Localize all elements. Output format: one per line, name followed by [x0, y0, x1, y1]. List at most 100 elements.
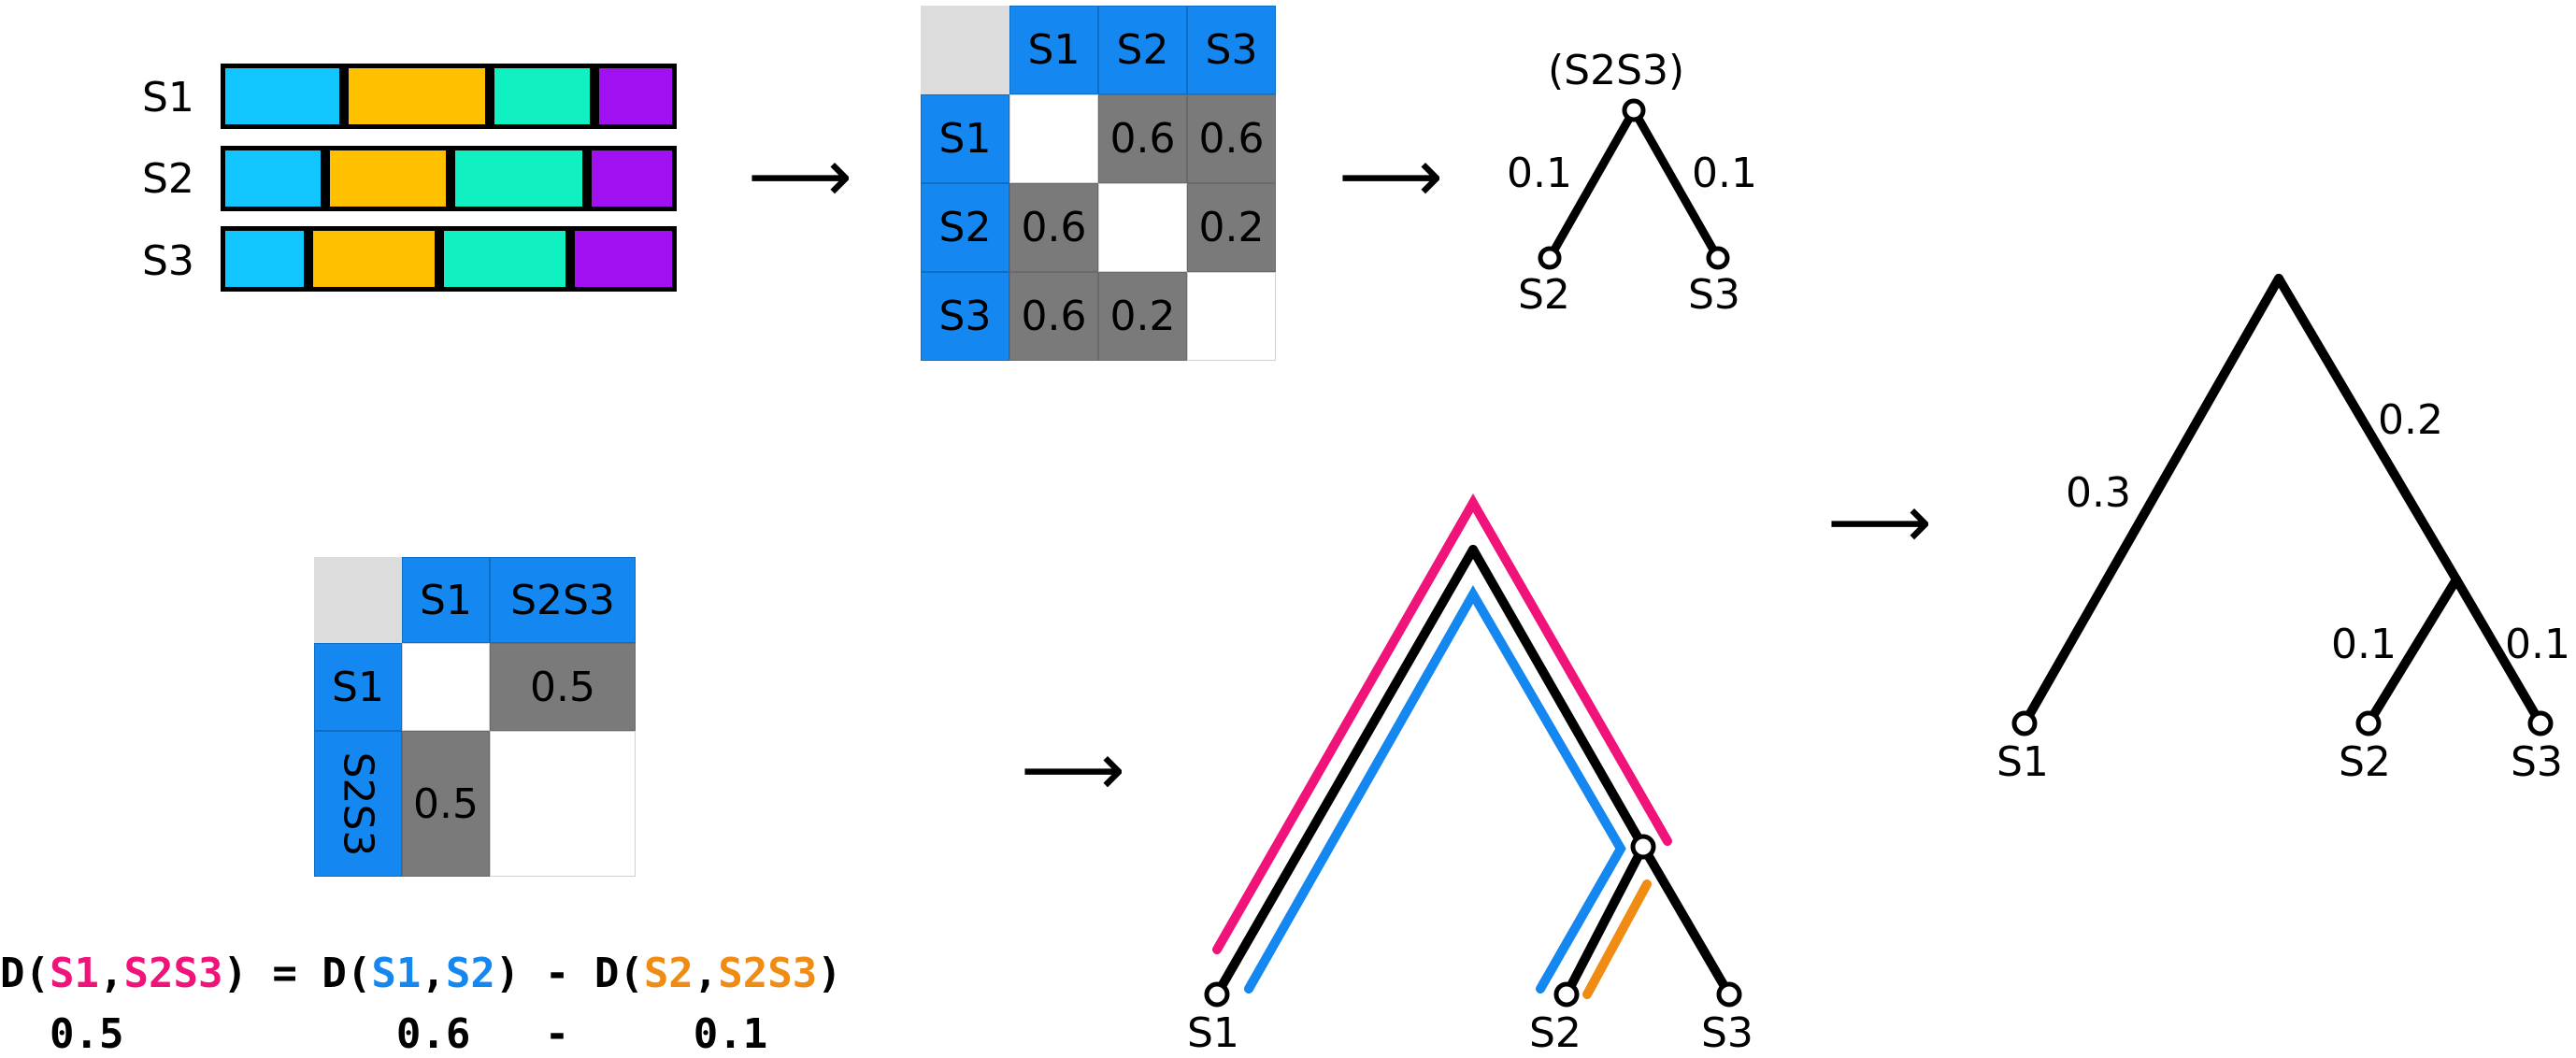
matrix-corner — [921, 6, 1009, 94]
tree-branch — [2274, 274, 2461, 584]
leaf-label: S3 — [1701, 1009, 1753, 1057]
matrix-header: S2S3 — [490, 557, 636, 643]
matrix-cell — [1098, 183, 1187, 272]
path-tree — [1204, 493, 1742, 1008]
path-s2-s2s3 — [1582, 879, 1652, 999]
final-tree — [2011, 274, 2554, 736]
branch-length-label: 0.1 — [1692, 150, 1757, 197]
tree-node — [1553, 981, 1580, 1008]
matrix-header: S1 — [1009, 6, 1098, 94]
leaf-label: S2 — [2339, 738, 2391, 786]
tree-node — [1706, 246, 1730, 270]
formula-segment: ) = D( — [222, 950, 372, 997]
matrix-row-header: S2 — [921, 183, 1009, 272]
leaf-label: S3 — [1688, 271, 1740, 319]
formula-segment: , — [98, 950, 124, 997]
path-s1-s2s3 — [1212, 493, 1672, 954]
sequence-block — [308, 226, 439, 292]
formula-segment: , — [693, 950, 719, 997]
matrix-row-header: S2S3 — [314, 731, 402, 877]
tree-branch — [1545, 106, 1639, 263]
matrix-row-header: S1 — [921, 94, 1009, 183]
matrix-cell: 0.2 — [1187, 183, 1276, 272]
matrix-cell: 0.5 — [490, 643, 636, 731]
matrix-cell — [1009, 94, 1098, 183]
matrix-row-header: S1 — [314, 643, 402, 731]
path-s1-s2 — [1244, 584, 1626, 994]
tree-node — [2011, 710, 2038, 736]
alignment-row-label: S2 — [142, 155, 194, 203]
tree-branch — [1629, 106, 1723, 263]
tree-node — [1204, 981, 1230, 1008]
formula-segment: S2S3 — [123, 950, 223, 997]
matrix-header: S2 — [1098, 6, 1187, 94]
tree-node — [1538, 246, 1562, 270]
cluster-tree — [1538, 98, 1730, 270]
distance-formula: D(S1,S2S3) = D(S1,S2) - D(S2,S2S3) — [0, 953, 842, 994]
sequence-block — [221, 64, 344, 129]
formula-values: 0.5 0.6 - 0.1 — [0, 1010, 768, 1058]
branch-length-label: 0.1 — [2331, 621, 2397, 668]
tree-node — [1630, 834, 1656, 860]
leaf-label: S3 — [2511, 738, 2563, 786]
tree-branch — [2364, 575, 2461, 728]
matrix-cell: 0.2 — [1098, 272, 1187, 361]
sequence-block — [221, 146, 325, 211]
arrow-right-icon: ⟶ — [1338, 135, 1443, 219]
tree-branch — [1639, 842, 1734, 999]
matrix-header: S3 — [1187, 6, 1276, 94]
formula-segment: S2 — [643, 950, 694, 997]
tree-branch — [2020, 274, 2283, 728]
sequence-block — [587, 146, 677, 211]
tree-node — [1716, 981, 1742, 1008]
formula-segment: S1 — [49, 950, 99, 997]
branch-length-label: 0.1 — [1507, 150, 1572, 197]
leaf-label: S2 — [1518, 271, 1570, 319]
leaf-label: S2 — [1529, 1009, 1581, 1057]
formula-segment: ) - D( — [494, 950, 644, 997]
arrow-right-icon: ⟶ — [1827, 480, 1932, 565]
sequence-block — [570, 226, 677, 292]
tree-node — [2527, 710, 2554, 736]
sequence-block — [344, 64, 490, 129]
sequence-block — [451, 146, 587, 211]
matrix-cell: 0.6 — [1098, 94, 1187, 183]
matrix-cell: 0.6 — [1009, 272, 1098, 361]
sequence-block — [594, 64, 677, 129]
tree-branch — [1562, 842, 1648, 999]
formula-segment: S1 — [371, 950, 422, 997]
arrow-right-icon: ⟶ — [748, 135, 852, 219]
branch-length-label: 0.1 — [2505, 621, 2570, 668]
alignment-row-label: S3 — [142, 237, 194, 285]
formula-segment: S2 — [445, 950, 495, 997]
formula-segment: ) — [817, 950, 842, 997]
sequence-block — [490, 64, 594, 129]
matrix-cell: 0.6 — [1009, 183, 1098, 272]
arrow-right-icon: ⟶ — [1021, 728, 1125, 812]
tree-root-label: (S2S3) — [1548, 47, 1685, 94]
matrix-cell — [402, 643, 490, 731]
tree-node — [1622, 98, 1646, 122]
leaf-label: S1 — [1996, 738, 2049, 786]
leaf-label: S1 — [1187, 1009, 1239, 1057]
tree-branch — [1468, 545, 1648, 851]
branch-length-label: 0.2 — [2378, 396, 2443, 444]
formula-segment: S2S3 — [718, 950, 818, 997]
matrix-corner — [314, 557, 402, 643]
matrix-cell — [1187, 272, 1276, 361]
formula-segment: D( — [0, 950, 50, 997]
tree-node — [2355, 710, 2382, 736]
matrix-header: S1 — [402, 557, 490, 643]
tree-branch — [1212, 545, 1478, 999]
matrix-cell: 0.6 — [1187, 94, 1276, 183]
alignment-row-label: S1 — [142, 74, 194, 122]
tree-branch — [2452, 575, 2545, 728]
branch-length-label: 0.3 — [2066, 469, 2131, 517]
formula-segment: , — [421, 950, 446, 997]
sequence-block — [439, 226, 570, 292]
matrix-row-header: S3 — [921, 272, 1009, 361]
matrix-cell — [490, 731, 636, 877]
sequence-block — [325, 146, 451, 211]
matrix-cell: 0.5 — [402, 731, 490, 877]
